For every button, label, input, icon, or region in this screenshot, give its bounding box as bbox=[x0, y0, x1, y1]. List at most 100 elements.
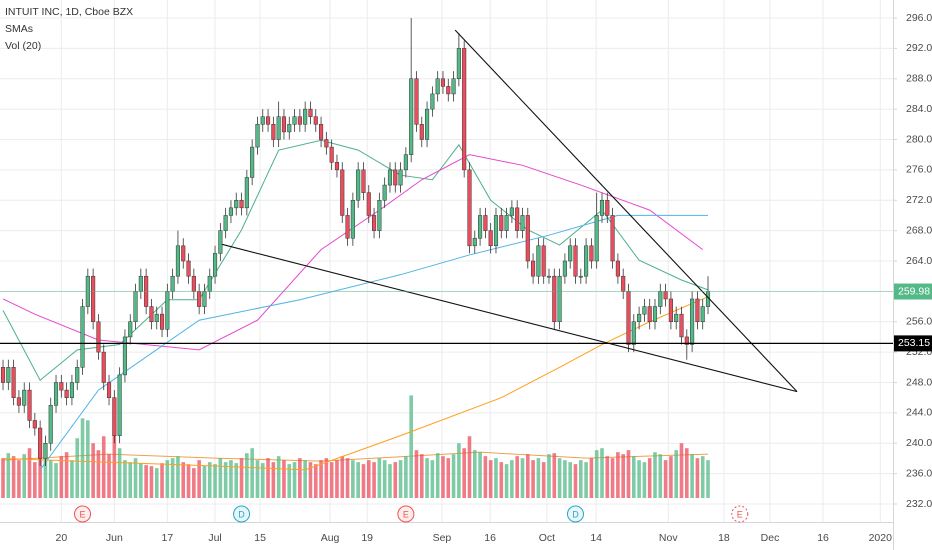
candle-body bbox=[154, 313, 159, 323]
candle-body bbox=[647, 306, 652, 323]
volume-bar bbox=[245, 453, 249, 498]
volume-bar bbox=[75, 438, 80, 498]
candle-body bbox=[244, 177, 249, 209]
y-tick-label: 256.00 bbox=[906, 316, 932, 328]
volume-bar bbox=[372, 462, 376, 498]
volume-bar bbox=[112, 428, 117, 498]
candle-body bbox=[345, 215, 350, 239]
volume-bar bbox=[324, 458, 329, 498]
x-tick-label: 19 bbox=[361, 532, 373, 544]
candle-body bbox=[509, 207, 514, 216]
volume-bar bbox=[605, 456, 610, 498]
volume-bar bbox=[128, 462, 133, 498]
candle-body bbox=[626, 291, 631, 345]
candle-body bbox=[372, 215, 377, 231]
y-tick-label: 296.00 bbox=[906, 12, 932, 24]
volume-bar bbox=[186, 464, 191, 498]
y-tick-label: 284.00 bbox=[906, 103, 932, 115]
volume-bar bbox=[525, 454, 530, 498]
volume-bar bbox=[584, 462, 588, 498]
candle-body bbox=[271, 124, 276, 140]
candle-body bbox=[684, 336, 689, 345]
volume-bar bbox=[419, 454, 424, 498]
volume-bar bbox=[329, 462, 334, 498]
volume-bar bbox=[631, 456, 636, 498]
candle-body bbox=[631, 321, 636, 345]
candle-body bbox=[329, 146, 334, 163]
candle-body bbox=[276, 116, 281, 140]
volume-bar bbox=[213, 464, 217, 498]
candle-body bbox=[605, 199, 610, 216]
volume-bar bbox=[557, 458, 562, 498]
candle-body bbox=[228, 207, 233, 216]
candle-body bbox=[668, 298, 673, 323]
candle-body bbox=[568, 245, 573, 262]
x-tick-label: Dec bbox=[761, 532, 780, 544]
candle-body bbox=[679, 313, 684, 338]
volume-bar bbox=[700, 456, 705, 498]
candle-body bbox=[536, 245, 541, 277]
volume-pane bbox=[1, 395, 710, 498]
candle-body bbox=[149, 306, 154, 323]
volume-bar bbox=[563, 460, 567, 498]
candle-body bbox=[446, 86, 451, 95]
volume-bar bbox=[139, 463, 143, 498]
volume-bar bbox=[64, 452, 69, 498]
volume-bar bbox=[467, 436, 472, 498]
volume-bar bbox=[573, 464, 578, 498]
x-tick-label: Nov bbox=[659, 532, 678, 544]
volume-bar bbox=[170, 458, 175, 498]
candle-body bbox=[59, 382, 64, 391]
candle-body bbox=[255, 124, 260, 148]
volume-bar bbox=[446, 458, 451, 498]
volume-bar bbox=[107, 454, 111, 498]
candle-body bbox=[175, 245, 180, 277]
candle-body bbox=[287, 124, 292, 133]
candle-body bbox=[377, 199, 382, 231]
last-price-box bbox=[894, 283, 932, 300]
volume-bar bbox=[165, 460, 170, 498]
x-tick-label: 17 bbox=[161, 532, 173, 544]
volume-bar bbox=[685, 448, 689, 498]
volume-bar bbox=[181, 462, 186, 498]
volume-bar bbox=[101, 436, 106, 498]
candle-body bbox=[621, 275, 626, 292]
candle-body bbox=[159, 313, 165, 330]
volume-bar bbox=[441, 456, 445, 498]
volume-bar bbox=[653, 452, 657, 498]
volume-bar bbox=[319, 460, 323, 498]
volume-bar bbox=[552, 453, 557, 498]
candle-body bbox=[122, 336, 127, 376]
volume-bar bbox=[388, 464, 392, 498]
volume-bar bbox=[117, 448, 122, 498]
volume-bar bbox=[308, 462, 313, 498]
event-label: E bbox=[80, 509, 86, 519]
candle-body bbox=[16, 397, 21, 406]
candle-body bbox=[615, 260, 620, 277]
volume-bar bbox=[398, 460, 403, 498]
volume-bar bbox=[647, 458, 652, 498]
candle-body bbox=[292, 116, 297, 125]
volume-bar bbox=[488, 460, 493, 498]
candle-body bbox=[515, 207, 520, 231]
y-tick-label: 272.00 bbox=[906, 194, 932, 206]
candle-body bbox=[297, 116, 302, 125]
y-tick-label: 236.00 bbox=[906, 467, 932, 479]
event-marker bbox=[397, 505, 415, 523]
volume-bar bbox=[229, 460, 233, 498]
horizontal-line-box bbox=[894, 335, 932, 352]
volume-bar bbox=[594, 450, 599, 498]
volume-bar bbox=[706, 460, 710, 498]
volume-bar bbox=[642, 462, 647, 498]
candle-body bbox=[340, 169, 345, 216]
candle-body bbox=[589, 245, 594, 262]
candle-body bbox=[382, 184, 387, 201]
candle-body bbox=[658, 291, 663, 307]
candle-body bbox=[281, 116, 287, 133]
volume-bar bbox=[478, 452, 482, 498]
volume-bar bbox=[404, 456, 408, 498]
volume-bar bbox=[393, 462, 398, 498]
candle-body bbox=[440, 78, 446, 87]
y-tick-label: 268.00 bbox=[906, 224, 932, 236]
